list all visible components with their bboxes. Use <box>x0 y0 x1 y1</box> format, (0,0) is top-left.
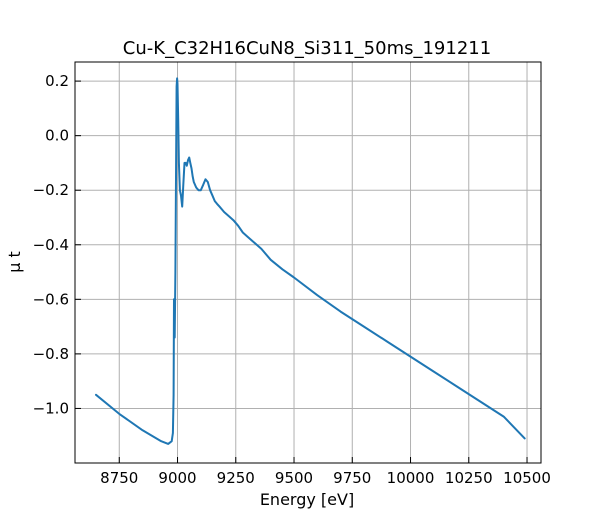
x-tick-label: 10500 <box>503 469 551 487</box>
y-tick-label: −0.2 <box>33 181 69 199</box>
chart-title: Cu-K_C32H16CuN8_Si311_50ms_191211 <box>123 38 491 59</box>
series-layer <box>95 77 526 445</box>
grid-lines <box>75 62 541 463</box>
x-tick-label: 10250 <box>445 469 493 487</box>
x-tick-label: 9750 <box>333 469 371 487</box>
series-line <box>95 77 526 445</box>
y-tick-label: −0.4 <box>33 236 69 254</box>
x-axis-label: Energy [eV] <box>260 490 354 509</box>
y-tick-label: 0.0 <box>45 127 69 145</box>
x-tick-label: 9250 <box>217 469 255 487</box>
x-tick-label: 10000 <box>387 469 435 487</box>
y-tick-label: −1.0 <box>33 399 69 417</box>
y-tick-label: −0.8 <box>33 345 69 363</box>
x-tick-label: 9500 <box>275 469 313 487</box>
y-tick-label: 0.2 <box>45 72 69 90</box>
axis-ticks: 8750 9000 9250 9500 9750 10000 10250 10500 −1.0 −… <box>33 72 551 487</box>
y-axis-label: μ t <box>5 251 24 273</box>
x-tick-label: 8750 <box>100 469 138 487</box>
y-tick-label: −0.6 <box>33 290 69 308</box>
x-tick-label: 9000 <box>158 469 196 487</box>
plot-frame <box>74 61 542 464</box>
